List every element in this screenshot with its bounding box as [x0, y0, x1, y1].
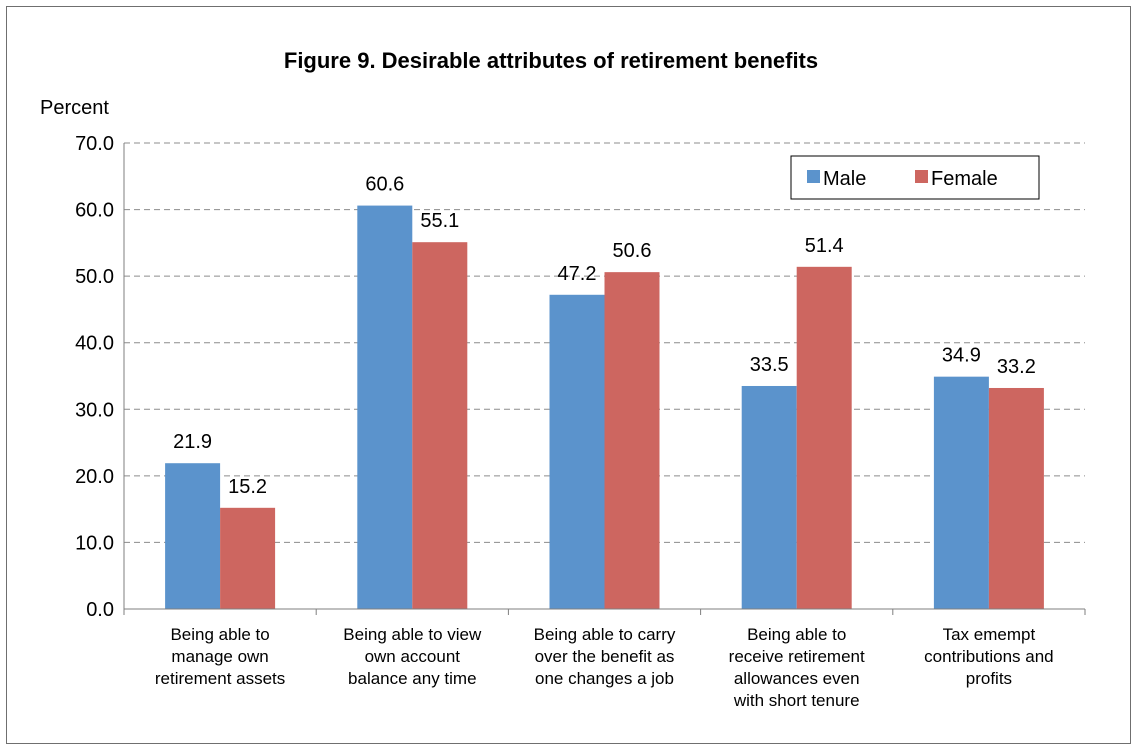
- y-tick-label: 70.0: [75, 133, 114, 155]
- bar-chart: Figure 9. Desirable attributes of retire…: [40, 48, 1086, 710]
- category-label-line: Being able to: [170, 625, 269, 644]
- y-tick-label: 40.0: [75, 333, 114, 355]
- category-label: Tax emempt contributions and profits: [924, 625, 1053, 688]
- category-label-line: receive retirement: [729, 647, 865, 666]
- y-tick-label: 0.0: [86, 599, 114, 621]
- legend-swatch-male: [807, 170, 820, 183]
- y-tick-label: 60.0: [75, 200, 114, 222]
- category-label: Being able to manage own retirement assets: [155, 625, 285, 688]
- category-labels: Being able to manage own retirement assets…: [155, 625, 1054, 710]
- category-label-line: Being able to: [747, 625, 846, 644]
- legend-label-female: Female: [931, 168, 998, 190]
- category-label-line: one changes a job: [535, 669, 674, 688]
- category-label-line: Tax emempt: [943, 625, 1036, 644]
- category-label-line: balance any time: [348, 669, 477, 688]
- bar-male-4: [741, 385, 797, 609]
- data-label: 51.4: [805, 235, 844, 257]
- y-tick-labels: 0.0 10.0 20.0 30.0 40.0 50.0 60.0 70.0: [75, 133, 114, 621]
- bar-female-3: [604, 272, 660, 609]
- category-label: Being able to view own account balance any…: [343, 625, 482, 688]
- data-label: 21.9: [173, 431, 212, 453]
- legend-swatch-female: [915, 170, 928, 183]
- y-tick-label: 30.0: [75, 399, 114, 421]
- category-label: Being able to carry over the benefit as on…: [534, 625, 676, 688]
- y-tick-label: 10.0: [75, 532, 114, 554]
- data-label: 33.2: [997, 356, 1036, 378]
- category-label-line: Being able to carry: [534, 625, 676, 644]
- bar-female-2: [412, 242, 468, 610]
- bars: [165, 205, 1044, 610]
- bar-male-3: [549, 294, 605, 609]
- data-label: 60.6: [365, 174, 404, 196]
- y-tick-label: 20.0: [75, 466, 114, 488]
- category-label-line: contributions and: [924, 647, 1053, 666]
- y-axis-label: Percent: [40, 97, 109, 119]
- bar-female-5: [988, 387, 1044, 609]
- bar-male-1: [165, 463, 221, 609]
- legend-label-male: Male: [823, 168, 866, 190]
- data-label: 34.9: [942, 345, 981, 367]
- category-label-line: manage own: [171, 647, 268, 666]
- category-label-line: profits: [966, 669, 1012, 688]
- category-label-line: with short tenure: [733, 691, 860, 710]
- data-label: 50.6: [613, 240, 652, 262]
- category-label-line: Being able to view: [343, 625, 482, 644]
- category-label-line: own account: [365, 647, 461, 666]
- data-label: 15.2: [228, 476, 267, 498]
- bar-male-2: [357, 205, 413, 609]
- data-labels: 21.9 60.6 47.2 33.5 34.9 15.2 55.1 50.6 51.4 33.2: [173, 174, 1036, 498]
- data-label: 47.2: [558, 263, 597, 285]
- legend: Male Female: [790, 155, 1040, 200]
- category-label-line: retirement assets: [155, 669, 285, 688]
- chart-frame: Figure 9. Desirable attributes of retire…: [6, 6, 1131, 744]
- axes: [123, 143, 1086, 615]
- category-label-line: over the benefit as: [535, 647, 675, 666]
- data-label: 55.1: [420, 210, 459, 232]
- bar-male-5: [933, 376, 989, 609]
- bar-female-4: [796, 266, 852, 609]
- y-tick-label: 50.0: [75, 266, 114, 288]
- category-label-line: allowances even: [734, 669, 860, 688]
- data-label: 33.5: [750, 354, 789, 376]
- bar-female-1: [220, 507, 276, 609]
- chart-title: Figure 9. Desirable attributes of retire…: [284, 48, 818, 73]
- category-label: Being able to receive retirement allowance…: [729, 625, 865, 710]
